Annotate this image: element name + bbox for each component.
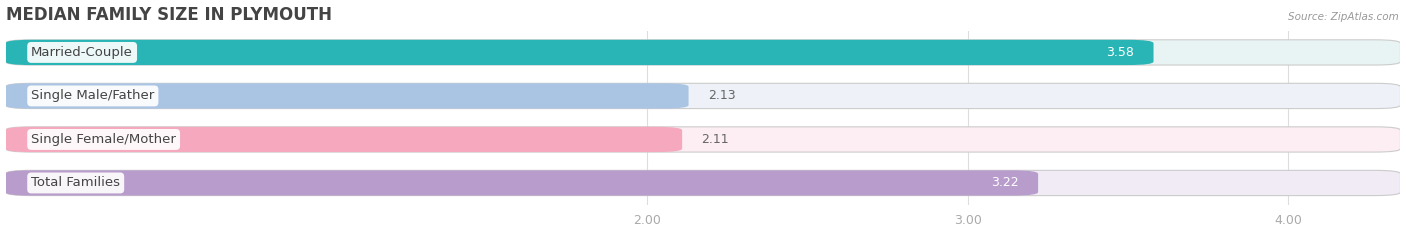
FancyBboxPatch shape	[6, 170, 1400, 195]
Text: 2.11: 2.11	[702, 133, 730, 146]
Text: MEDIAN FAMILY SIZE IN PLYMOUTH: MEDIAN FAMILY SIZE IN PLYMOUTH	[6, 6, 332, 24]
Text: Source: ZipAtlas.com: Source: ZipAtlas.com	[1288, 12, 1399, 22]
Text: 3.22: 3.22	[991, 176, 1019, 189]
Text: 3.58: 3.58	[1107, 46, 1135, 59]
Text: Single Male/Father: Single Male/Father	[31, 89, 155, 103]
FancyBboxPatch shape	[6, 127, 1400, 152]
FancyBboxPatch shape	[6, 83, 689, 109]
FancyBboxPatch shape	[6, 127, 682, 152]
Text: Married-Couple: Married-Couple	[31, 46, 134, 59]
Text: 2.13: 2.13	[707, 89, 735, 103]
FancyBboxPatch shape	[6, 40, 1400, 65]
Text: Single Female/Mother: Single Female/Mother	[31, 133, 176, 146]
FancyBboxPatch shape	[6, 83, 1400, 109]
Text: Total Families: Total Families	[31, 176, 120, 189]
FancyBboxPatch shape	[6, 40, 1153, 65]
FancyBboxPatch shape	[6, 170, 1038, 195]
